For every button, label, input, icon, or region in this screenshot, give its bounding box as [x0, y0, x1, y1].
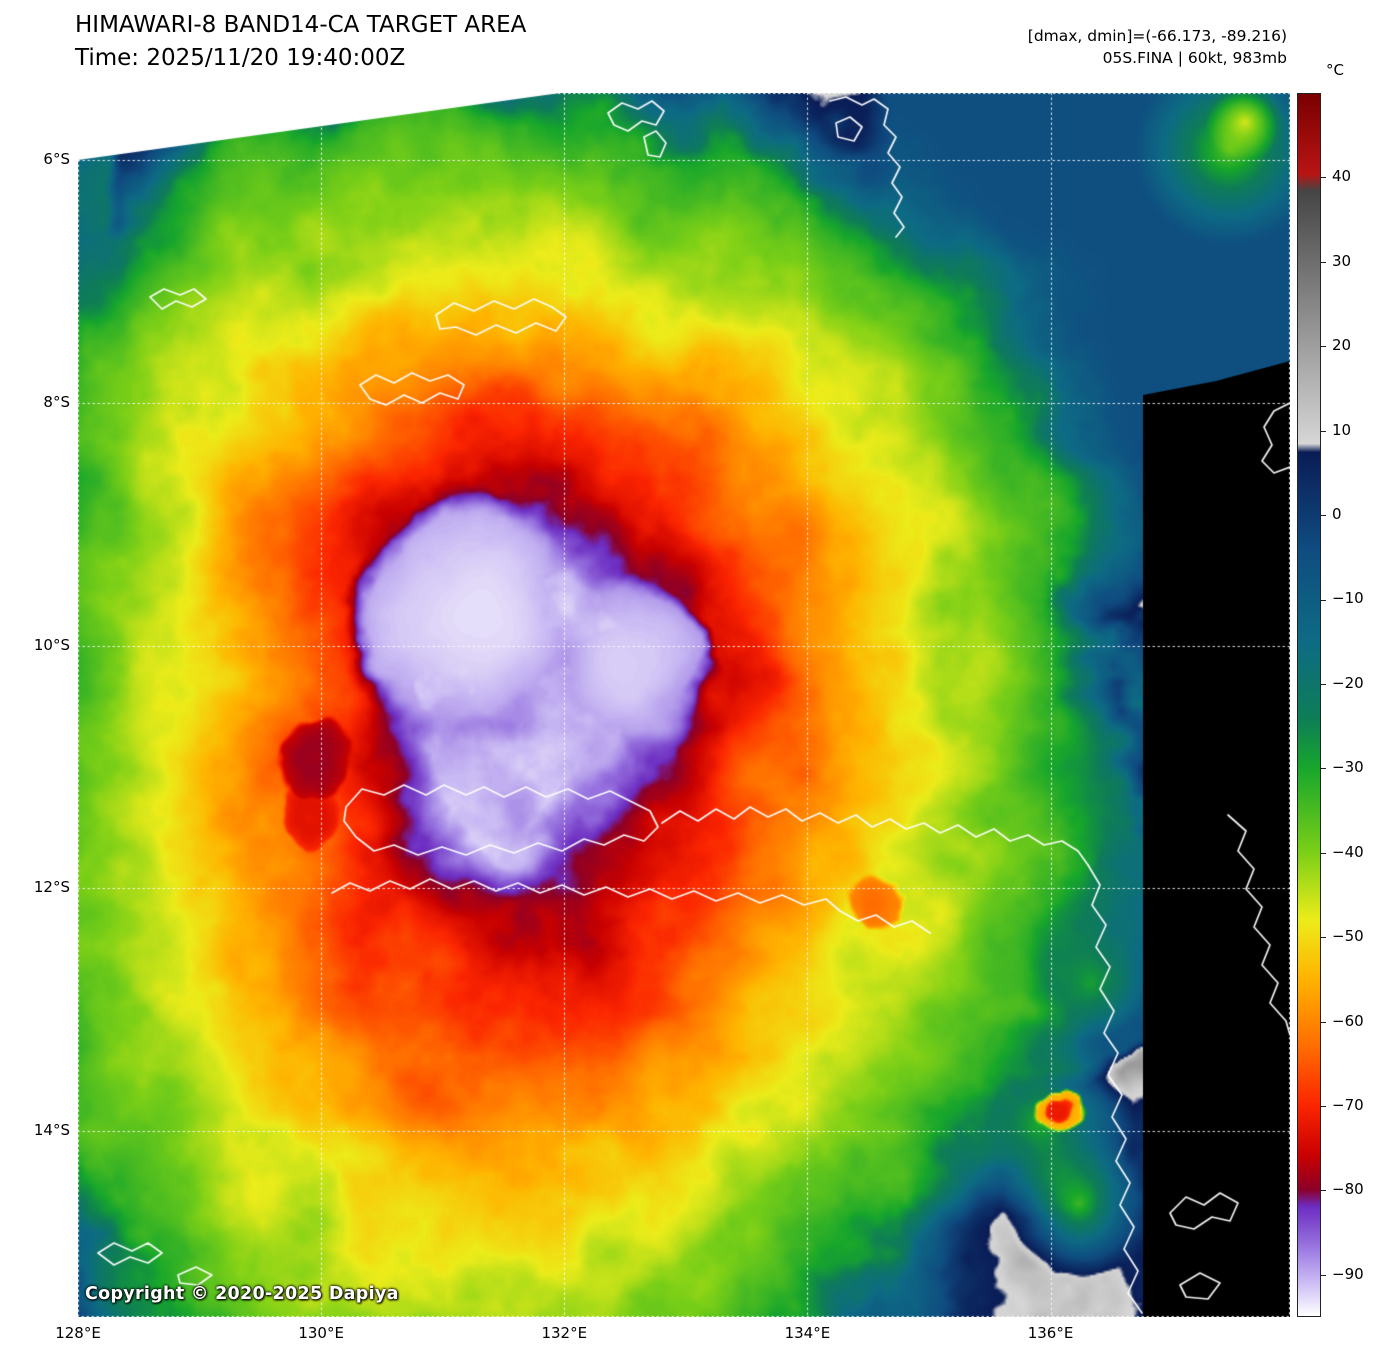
colorbar-tickmark — [1321, 177, 1326, 179]
colorbar-tickmark — [1321, 1190, 1326, 1192]
colorbar-tick-label: −10 — [1332, 589, 1364, 608]
lat-tick-label: 10°S — [33, 635, 70, 654]
lon-tick-label: 134°E — [784, 1324, 831, 1342]
colorbar-tickmark — [1321, 768, 1326, 770]
satellite-imagery-canvas — [78, 93, 1290, 1317]
colorbar-tickmark — [1321, 599, 1326, 601]
colorbar-tickmark — [1321, 852, 1326, 854]
page-title: HIMAWARI-8 BAND14-CA TARGET AREA — [75, 12, 527, 38]
colorbar-tick-label: 0 — [1332, 505, 1342, 524]
storm-info-label: 05S.FINA | 60kt, 983mb — [1102, 49, 1287, 67]
lon-tick-label: 130°E — [298, 1324, 344, 1342]
colorbar-tick-label: −40 — [1332, 842, 1364, 861]
dmax-dmin-label: [dmax, dmin]=(-66.173, -89.216) — [1027, 27, 1287, 45]
colorbar-gradient — [1297, 93, 1321, 1317]
colorbar-tickmark — [1321, 1274, 1326, 1276]
lon-tick-label: 136°E — [1027, 1324, 1074, 1342]
colorbar-tick-label: −60 — [1332, 1011, 1364, 1030]
copyright-watermark: Copyright © 2020-2025 Dapiya — [85, 1284, 399, 1304]
satellite-map: Copyright © 2020-2025 Dapiya — [78, 93, 1290, 1317]
lat-tick-label: 6°S — [43, 149, 70, 168]
colorbar-tickmark — [1321, 430, 1326, 432]
colorbar-tick-label: −30 — [1332, 758, 1364, 777]
colorbar-tick-label: −20 — [1332, 673, 1364, 692]
colorbar-tickmark — [1321, 515, 1326, 517]
lon-tick-label: 132°E — [541, 1324, 588, 1342]
colorbar-tick-label: −80 — [1332, 1180, 1364, 1199]
colorbar-tick-label: 30 — [1332, 251, 1352, 270]
lat-tick-label: 8°S — [43, 392, 70, 411]
colorbar-tickmark — [1321, 261, 1326, 263]
colorbar-tick-label: 40 — [1332, 167, 1352, 186]
colorbar-tick-label: −50 — [1332, 927, 1364, 946]
colorbar-unit-label: °C — [1326, 61, 1344, 79]
colorbar-tick-label: 10 — [1332, 420, 1352, 439]
colorbar-tickmark — [1321, 1021, 1326, 1023]
colorbar-tick-label: 20 — [1332, 336, 1352, 355]
lon-tick-label: 128°E — [55, 1324, 101, 1342]
colorbar-tickmark — [1321, 937, 1326, 939]
colorbar-tick-label: −70 — [1332, 1095, 1364, 1114]
colorbar-tickmark — [1321, 346, 1326, 348]
colorbar-tickmark — [1321, 1106, 1326, 1107]
colorbar-tickmark — [1321, 683, 1326, 685]
lat-tick-label: 14°S — [33, 1121, 70, 1140]
lat-tick-label: 12°S — [33, 878, 70, 897]
time-label: Time: 2025/11/20 19:40:00Z — [75, 45, 406, 71]
colorbar-tick-label: −90 — [1332, 1264, 1364, 1283]
